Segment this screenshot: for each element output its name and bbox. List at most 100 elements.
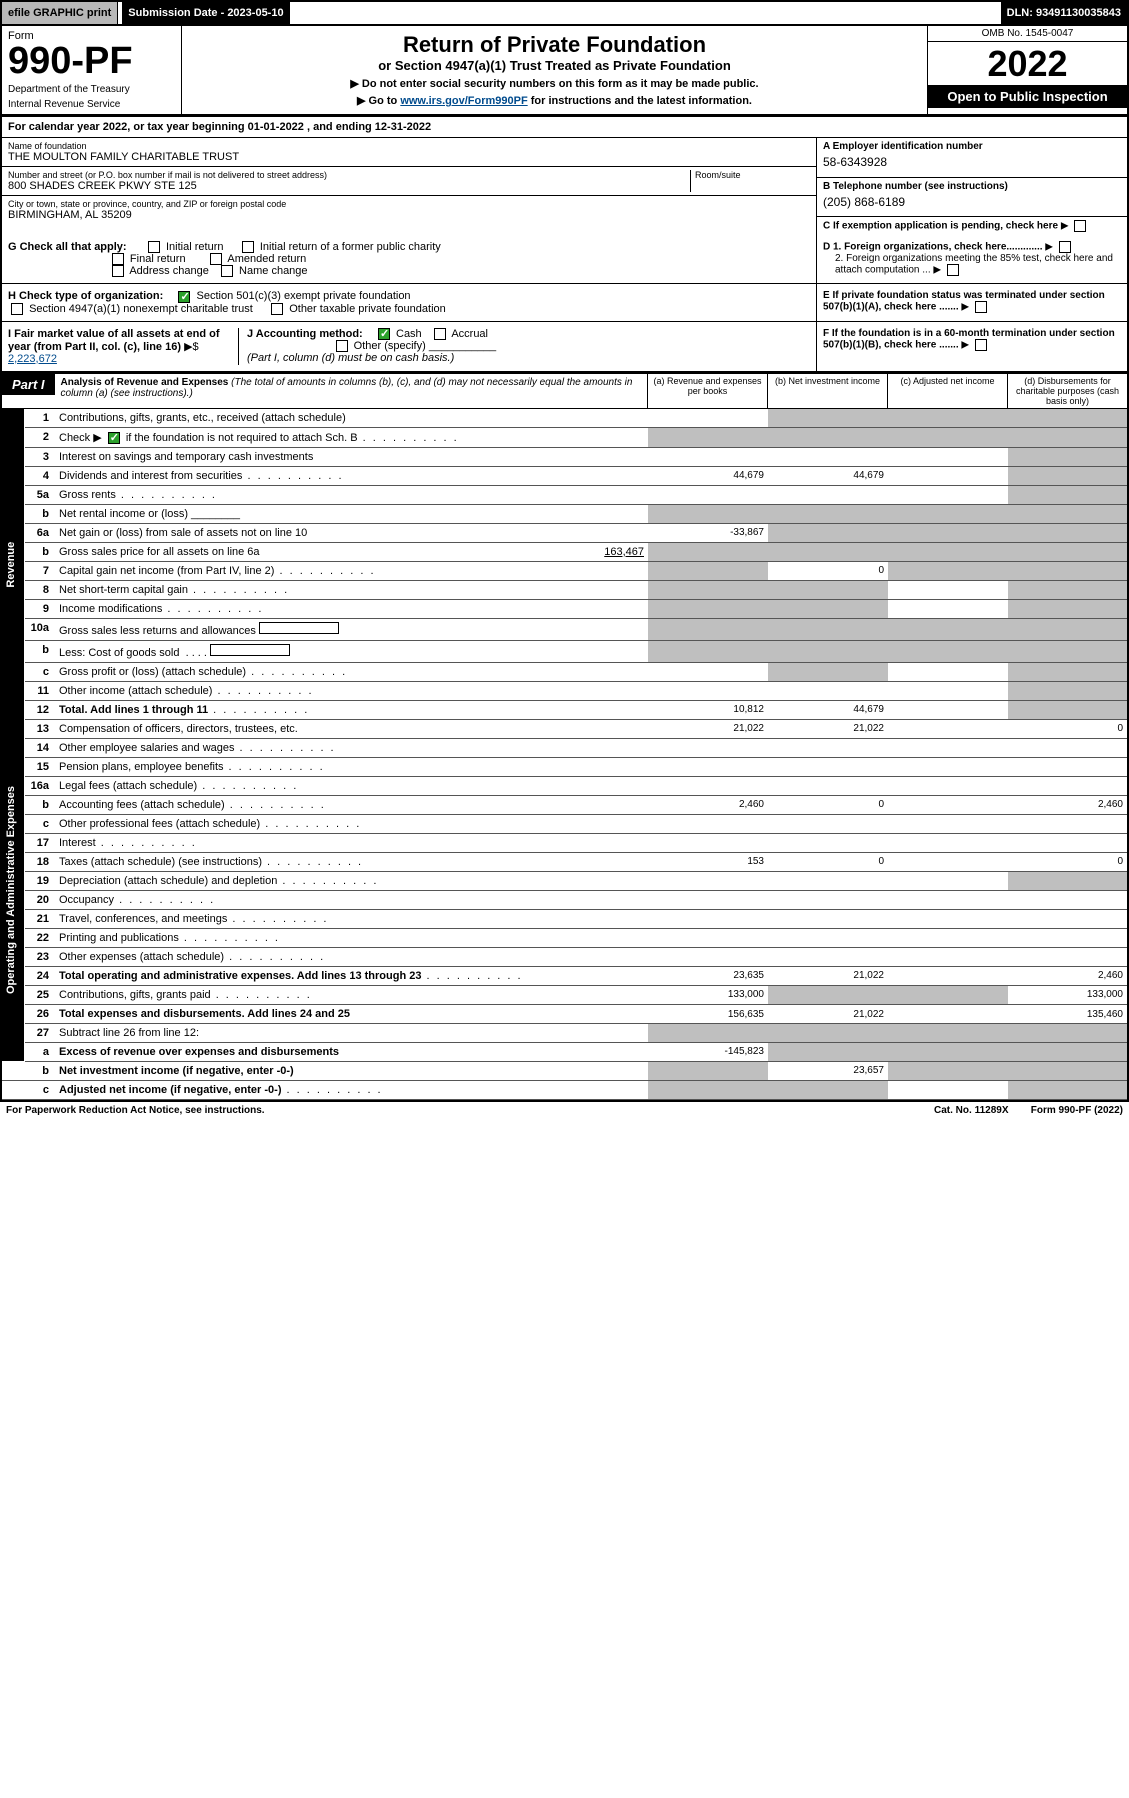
form990pf-link[interactable]: www.irs.gov/Form990PF bbox=[400, 95, 527, 107]
501c3-label: Section 501(c)(3) exempt private foundat… bbox=[197, 290, 411, 302]
line-13-b: 21,022 bbox=[768, 719, 888, 738]
line-12-a: 10,812 bbox=[648, 700, 768, 719]
line-7-b: 0 bbox=[768, 561, 888, 580]
final-return-label: Final return bbox=[130, 253, 186, 265]
header-note2: ▶ Go to www.irs.gov/Form990PF for instru… bbox=[188, 94, 921, 107]
city-label: City or town, state or province, country… bbox=[8, 199, 810, 209]
line-27-desc: Subtract line 26 from line 12: bbox=[55, 1023, 648, 1042]
line-26-b: 21,022 bbox=[768, 1004, 888, 1023]
part1-label: Part I bbox=[2, 374, 55, 395]
part1-title: Analysis of Revenue and Expenses bbox=[61, 377, 229, 388]
line-27b-desc: Net investment income (if negative, ente… bbox=[59, 1065, 294, 1077]
note2-suffix: for instructions and the latest informat… bbox=[531, 95, 752, 107]
part1-header: Part I Analysis of Revenue and Expenses … bbox=[0, 374, 1129, 409]
f-checkbox[interactable] bbox=[975, 339, 987, 351]
line-10c-desc: Gross profit or (loss) (attach schedule) bbox=[59, 666, 246, 678]
other-taxable-checkbox[interactable] bbox=[271, 303, 283, 315]
line-23-desc: Other expenses (attach schedule) bbox=[59, 951, 224, 963]
name-change-checkbox[interactable] bbox=[221, 265, 233, 277]
open-to-public: Open to Public Inspection bbox=[928, 85, 1127, 108]
d2-label: 2. Foreign organizations meeting the 85%… bbox=[835, 253, 1113, 276]
top-bar: efile GRAPHIC print Submission Date - 20… bbox=[0, 0, 1129, 26]
city-state-zip: BIRMINGHAM, AL 35209 bbox=[8, 209, 810, 221]
line-26-a: 156,635 bbox=[648, 1004, 768, 1023]
line-13-desc: Compensation of officers, directors, tru… bbox=[55, 719, 648, 738]
g-label: G Check all that apply: bbox=[8, 241, 127, 253]
h-label: H Check type of organization: bbox=[8, 290, 163, 302]
line-24-desc: Total operating and administrative expen… bbox=[59, 970, 421, 982]
line-7-desc: Capital gain net income (from Part IV, l… bbox=[59, 565, 274, 577]
street-address: 800 SHADES CREEK PKWY STE 125 bbox=[8, 180, 690, 192]
ein-value: 58-6343928 bbox=[823, 155, 887, 169]
address-label: Number and street (or P.O. box number if… bbox=[8, 170, 690, 180]
final-return-checkbox[interactable] bbox=[112, 253, 124, 265]
line-4-b: 44,679 bbox=[768, 466, 888, 485]
e-checkbox[interactable] bbox=[975, 301, 987, 313]
line-10a-desc: Gross sales less returns and allowances bbox=[59, 625, 256, 637]
initial-former-checkbox[interactable] bbox=[242, 241, 254, 253]
other-method-checkbox[interactable] bbox=[336, 340, 348, 352]
part1-table: Revenue 1Contributions, gifts, grants, e… bbox=[0, 409, 1129, 1100]
line-1-desc: Contributions, gifts, grants, etc., rece… bbox=[55, 409, 648, 428]
foundation-name: THE MOULTON FAMILY CHARITABLE TRUST bbox=[8, 151, 810, 163]
line-25-desc: Contributions, gifts, grants paid bbox=[59, 989, 211, 1001]
4947-checkbox[interactable] bbox=[11, 303, 23, 315]
accrual-label: Accrual bbox=[451, 328, 488, 340]
ein-label: A Employer identification number bbox=[823, 141, 983, 152]
other-taxable-label: Other taxable private foundation bbox=[289, 303, 446, 315]
form-header: Form 990-PF Department of the Treasury I… bbox=[0, 26, 1129, 117]
d1-checkbox[interactable] bbox=[1059, 241, 1071, 253]
line-13-d: 0 bbox=[1008, 719, 1128, 738]
line-22-desc: Printing and publications bbox=[59, 932, 179, 944]
col-a-header: (a) Revenue and expenses per books bbox=[647, 374, 767, 408]
header-note1: ▶ Do not enter social security numbers o… bbox=[188, 77, 921, 90]
line-9-desc: Income modifications bbox=[59, 603, 162, 615]
form-subtitle: or Section 4947(a)(1) Trust Treated as P… bbox=[188, 58, 921, 73]
submission-date: Submission Date - 2023-05-10 bbox=[122, 2, 289, 24]
sch-b-checkbox[interactable] bbox=[108, 432, 120, 444]
line-25-d: 133,000 bbox=[1008, 985, 1128, 1004]
dept-treasury: Department of the Treasury bbox=[8, 84, 175, 95]
foundation-name-label: Name of foundation bbox=[8, 141, 810, 151]
line-4-desc: Dividends and interest from securities bbox=[59, 470, 242, 482]
address-change-checkbox[interactable] bbox=[112, 265, 124, 277]
line-26-d: 135,460 bbox=[1008, 1004, 1128, 1023]
line-5a-desc: Gross rents bbox=[59, 489, 116, 501]
j-note: (Part I, column (d) must be on cash basi… bbox=[247, 352, 454, 364]
cash-label: Cash bbox=[396, 328, 422, 340]
efile-print-button[interactable]: efile GRAPHIC print bbox=[2, 2, 118, 24]
line-16b-desc: Accounting fees (attach schedule) bbox=[59, 799, 225, 811]
d2-checkbox[interactable] bbox=[947, 264, 959, 276]
line-16b-d: 2,460 bbox=[1008, 795, 1128, 814]
line-17-desc: Interest bbox=[59, 837, 96, 849]
initial-return-label: Initial return bbox=[166, 241, 223, 253]
amended-return-checkbox[interactable] bbox=[210, 253, 222, 265]
line-18-desc: Taxes (attach schedule) (see instruction… bbox=[59, 856, 262, 868]
accrual-checkbox[interactable] bbox=[434, 328, 446, 340]
line-2-desc: Check ▶ if the foundation is not require… bbox=[55, 427, 648, 447]
501c3-checkbox[interactable] bbox=[178, 291, 190, 303]
line-14-desc: Other employee salaries and wages bbox=[59, 742, 234, 754]
j-label: J Accounting method: bbox=[247, 328, 363, 340]
identification-block: Name of foundation THE MOULTON FAMILY CH… bbox=[0, 138, 1129, 235]
line-24-d: 2,460 bbox=[1008, 966, 1128, 985]
footer-cat-no: Cat. No. 11289X bbox=[934, 1105, 1008, 1116]
section-g-row: G Check all that apply: Initial return I… bbox=[0, 235, 1129, 284]
line-15-desc: Pension plans, employee benefits bbox=[59, 761, 224, 773]
irs-label: Internal Revenue Service bbox=[8, 99, 175, 110]
expenses-side-label: Operating and Administrative Expenses bbox=[1, 719, 25, 1061]
line-24-a: 23,635 bbox=[648, 966, 768, 985]
fmv-link[interactable]: 2,223,672 bbox=[8, 353, 57, 365]
note2-prefix: ▶ Go to bbox=[357, 95, 400, 107]
tax-year: 2022 bbox=[928, 42, 1127, 85]
exemption-pending-checkbox[interactable] bbox=[1074, 220, 1086, 232]
line-21-desc: Travel, conferences, and meetings bbox=[59, 913, 227, 925]
line-26-desc: Total expenses and disbursements. Add li… bbox=[59, 1008, 350, 1020]
section-ij-row: I Fair market value of all assets at end… bbox=[0, 322, 1129, 374]
line-10b-desc: Less: Cost of goods sold bbox=[59, 647, 179, 659]
d1-label: D 1. Foreign organizations, check here..… bbox=[823, 242, 1043, 253]
initial-return-checkbox[interactable] bbox=[148, 241, 160, 253]
line-27a-a: -145,823 bbox=[648, 1042, 768, 1061]
cash-checkbox[interactable] bbox=[378, 328, 390, 340]
page-footer: For Paperwork Reduction Act Notice, see … bbox=[0, 1100, 1129, 1119]
